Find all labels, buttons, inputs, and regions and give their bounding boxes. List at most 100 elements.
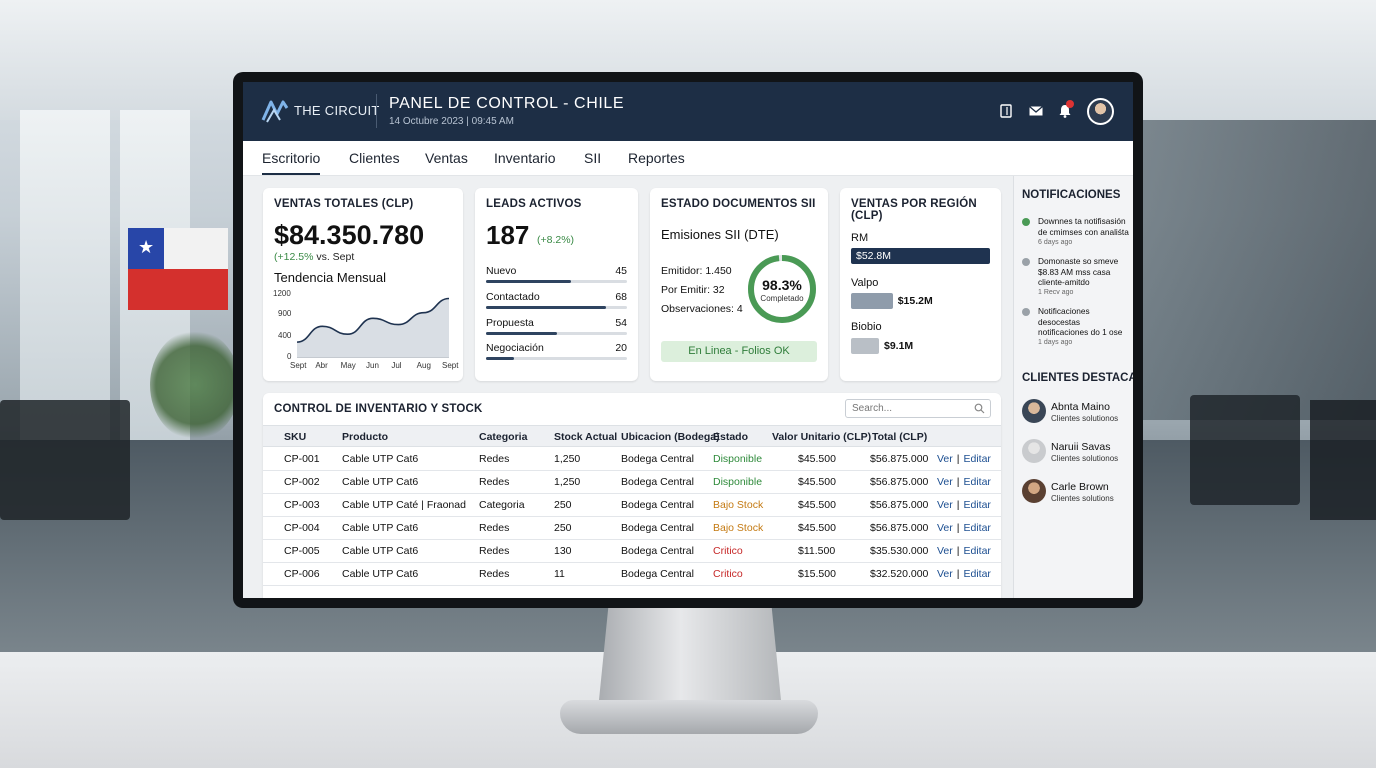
view-link[interactable]: Ver — [937, 476, 953, 488]
cell-sku: CP-001 — [284, 453, 320, 465]
cell-sku: CP-003 — [284, 499, 320, 511]
stage-bar — [486, 280, 627, 283]
sii-pending: Por Emitir: 32 — [661, 284, 725, 296]
notification-item[interactable]: Domonaste so smeve $8.83 AM mss casa cli… — [1022, 256, 1132, 302]
notification-item[interactable]: Notificaciones desocestas notificaciones… — [1022, 306, 1132, 352]
cell-unit: $45.500 — [798, 476, 836, 488]
cell-stock: 250 — [554, 499, 572, 511]
table-row: CP-001 Cable UTP Cat6 Redes 1,250 Bodega Cen… — [263, 448, 1001, 471]
cell-total: $35.530.000 — [870, 545, 929, 557]
edit-link[interactable]: Editar — [963, 453, 991, 465]
cell-unit: $45.500 — [798, 453, 836, 465]
column-header[interactable]: Categoria — [479, 431, 528, 443]
cell-producto: Cable UTP Cat6 — [342, 453, 419, 465]
edit-link[interactable]: Editar — [963, 568, 991, 580]
tab-inventario[interactable]: Inventario — [494, 150, 556, 166]
client-item[interactable]: Naruii Savas Clientes solutionos — [1022, 439, 1133, 465]
table-row: CP-006 Cable UTP Cat6 Redes 11 Bodega Centra… — [263, 563, 1001, 586]
notification-item[interactable]: Downnes ta notifisasión de cmimses con a… — [1022, 216, 1132, 252]
stage-value: 20 — [615, 342, 627, 354]
client-item[interactable]: Abnta Maino Clientes solutionos — [1022, 399, 1133, 425]
notifications-title: NOTIFICACIONES — [1022, 189, 1121, 201]
tab-sii[interactable]: SII — [584, 150, 602, 166]
row-actions: Ver | Editar — [937, 545, 991, 557]
search-icon[interactable] — [974, 403, 985, 414]
sales-delta: (+12.5% vs. Sept — [274, 251, 355, 263]
row-actions: Ver | Editar — [937, 568, 991, 580]
table-row: CP-005 Cable UTP Cat6 Redes 130 Bodega Centr… — [263, 540, 1001, 563]
cell-bodega: Bodega Central — [621, 522, 694, 534]
search-placeholder[interactable]: Search... — [852, 403, 893, 414]
notification-time: 1 Recv ago — [1038, 289, 1074, 296]
brand-name[interactable]: THE CIRCUIT — [294, 103, 380, 118]
tab-reportes[interactable]: Reportes — [628, 150, 685, 166]
featured-clients-title: CLIENTES DESTACADOS — [1022, 372, 1133, 384]
client-name: Carle Brown — [1051, 481, 1109, 493]
stage-bar — [486, 306, 627, 309]
table-row: CP-004 Cable UTP Cat6 Redes 250 Bodega Centr… — [263, 517, 1001, 540]
column-header[interactable]: SKU — [284, 431, 307, 443]
x-tick-label: Sept — [442, 361, 459, 370]
tablet-icon[interactable] — [998, 103, 1014, 119]
view-link[interactable]: Ver — [937, 453, 953, 465]
action-separator: | — [956, 499, 960, 511]
table-header: SKU Producto Categoria Stock Actual Ubic… — [263, 425, 1001, 447]
tab-escritorio[interactable]: Escritorio — [262, 150, 321, 175]
view-link[interactable]: Ver — [937, 568, 953, 580]
cell-categoria: Redes — [479, 476, 510, 488]
cell-bodega: Bodega Central — [621, 499, 694, 511]
edit-link[interactable]: Editar — [963, 476, 991, 488]
view-link[interactable]: Ver — [937, 499, 953, 511]
cell-producto: Cable UTP Caté | Fraonad — [342, 499, 466, 511]
window — [20, 110, 110, 440]
row-actions: Ver | Editar — [937, 499, 991, 511]
tab-ventas[interactable]: Ventas — [425, 150, 468, 166]
stage-label: Negociación — [486, 342, 544, 354]
stage-bar — [486, 332, 627, 335]
column-header[interactable]: Producto — [342, 431, 389, 443]
sii-subtitle: Emisiones SII (DTE) — [661, 227, 779, 242]
stage-value: 54 — [615, 317, 627, 329]
notification-text: Downnes ta notifisasión de cmimses con a… — [1038, 216, 1129, 237]
tab-clientes[interactable]: Clientes — [349, 150, 400, 166]
x-tick-label: May — [340, 361, 356, 370]
notification-dot — [1022, 308, 1030, 316]
cell-sku: CP-005 — [284, 545, 320, 557]
stage-label: Contactado — [486, 291, 540, 303]
trend-area — [297, 298, 449, 358]
column-header[interactable]: Total (CLP) — [872, 431, 928, 443]
edit-link[interactable]: Editar — [963, 499, 991, 511]
client-subtitle: Clientes solutionos — [1051, 414, 1119, 423]
mail-icon[interactable] — [1028, 103, 1044, 119]
region-bar — [851, 293, 893, 309]
client-avatar — [1022, 479, 1046, 503]
column-header[interactable]: Valor Unitario (CLP) — [772, 431, 872, 443]
client-avatar — [1022, 439, 1046, 463]
leads-card: LEADS ACTIVOS 187 (+8.2%) Nuevo 45 Conta… — [475, 188, 638, 381]
cell-producto: Cable UTP Cat6 — [342, 568, 419, 580]
action-separator: | — [956, 568, 960, 580]
view-link[interactable]: Ver — [937, 545, 953, 557]
view-link[interactable]: Ver — [937, 522, 953, 534]
edit-link[interactable]: Editar — [963, 545, 991, 557]
user-avatar[interactable] — [1087, 98, 1114, 125]
inventory-search[interactable]: Search... — [845, 399, 991, 418]
column-header[interactable]: Stock Actual — [554, 431, 618, 443]
cell-estado: Critico — [713, 568, 743, 580]
client-name: Naruii Savas — [1051, 441, 1111, 453]
client-item[interactable]: Carle Brown Clientes solutions — [1022, 479, 1133, 505]
cell-bodega: Bodega Central — [621, 476, 694, 488]
column-header[interactable]: Ubicacion (Bodega) — [621, 431, 720, 443]
action-separator: | — [956, 522, 960, 534]
cell-categoria: Redes — [479, 568, 510, 580]
cell-sku: CP-006 — [284, 568, 320, 580]
edit-link[interactable]: Editar — [963, 522, 991, 534]
cell-unit: $45.500 — [798, 522, 836, 534]
cell-bodega: Bodega Central — [621, 545, 694, 557]
row-actions: Ver | Editar — [937, 522, 991, 534]
cell-total: $32.520.000 — [870, 568, 929, 580]
completion-label: Completado — [760, 294, 804, 303]
notification-dot — [1022, 218, 1030, 226]
cell-unit: $45.500 — [798, 499, 836, 511]
column-header[interactable]: Estado — [713, 431, 749, 443]
